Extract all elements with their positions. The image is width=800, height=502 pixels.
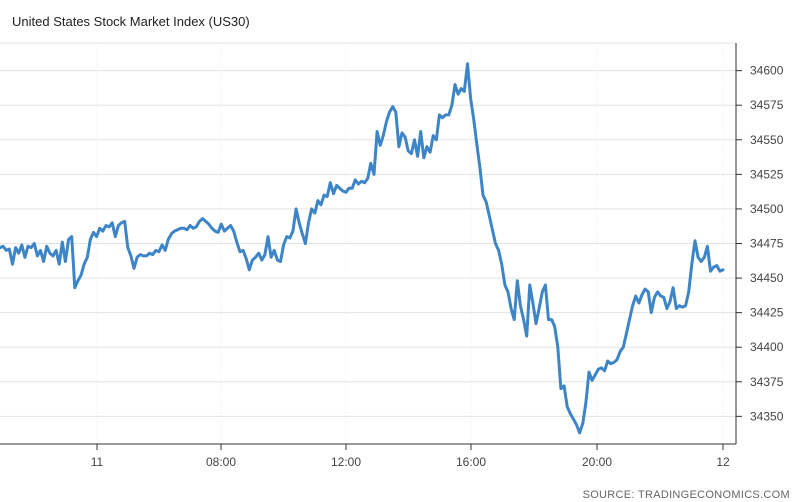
x-tick-label: 20:00 — [582, 455, 612, 469]
y-tick-label: 34475 — [750, 237, 784, 251]
axes — [0, 43, 742, 450]
x-tick-label: 12 — [716, 455, 730, 469]
y-tick-label: 34425 — [750, 306, 784, 320]
chart-title: United States Stock Market Index (US30) — [12, 14, 250, 29]
source-label: SOURCE: TRADINGECONOMICS.COM — [583, 489, 790, 501]
grid — [0, 42, 736, 444]
y-tick-label: 34600 — [750, 64, 784, 78]
y-tick-label: 34525 — [750, 167, 784, 181]
x-tick-label: 08:00 — [206, 455, 236, 469]
x-tick-label: 11 — [91, 455, 104, 469]
x-tick-label: 12:00 — [331, 455, 361, 469]
line-layer — [0, 62, 725, 435]
x-tick-label: 16:00 — [456, 455, 486, 469]
y-tick-labels: 34350 34375 34400 34425 34450 34475 34500 34525… — [750, 64, 784, 424]
y-tick-label: 34550 — [750, 133, 784, 147]
y-tick-label: 34375 — [750, 375, 784, 389]
y-tick-label: 34450 — [750, 271, 784, 285]
y-tick-label: 34575 — [750, 98, 784, 112]
y-tick-label: 34350 — [750, 409, 784, 423]
y-tick-label: 34400 — [750, 340, 784, 354]
x-tick-labels: 11 08:00 12:00 16:00 20:00 12 — [91, 455, 730, 469]
series-line — [0, 62, 725, 435]
y-tick-label: 34500 — [750, 202, 784, 216]
